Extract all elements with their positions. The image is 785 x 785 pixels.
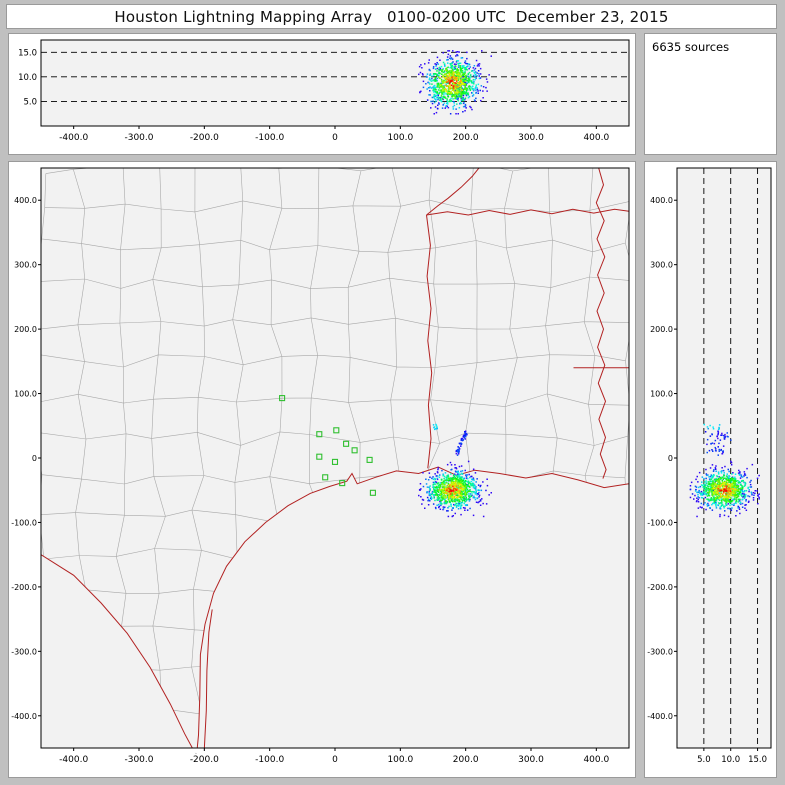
lightning-sources (418, 423, 492, 518)
svg-text:10.0: 10.0 (18, 73, 37, 83)
svg-text:15.0: 15.0 (748, 755, 767, 765)
svg-text:100.0: 100.0 (14, 390, 37, 399)
svg-text:0: 0 (332, 133, 338, 143)
svg-text:-300.0: -300.0 (124, 133, 153, 143)
svg-text:5.0: 5.0 (23, 97, 37, 107)
svg-text:-100.0: -100.0 (255, 755, 284, 765)
source-count-label: 6635 sources (652, 40, 730, 54)
svg-text:100.0: 100.0 (650, 390, 673, 399)
window-title: Houston Lightning Mapping Array 0100-020… (114, 7, 669, 26)
altitude-ew-panel: 5.0 10.0 15.0 -400.0 -300.0 -200.0 -100.0 0 100.… (8, 33, 636, 155)
altitude-ns-chart: 5.0 10.0 15.0 400.0 300.0 200.0 100.0 0 -100.0 -2… (647, 167, 772, 765)
plan-view-map-panel: -400.0 -300.0 -200.0 -100.0 0 100.0 200.0 300.0… (8, 161, 636, 778)
svg-text:-400.0: -400.0 (11, 712, 37, 721)
svg-text:200.0: 200.0 (453, 133, 479, 143)
svg-text:400.0: 400.0 (14, 196, 37, 205)
svg-text:-100.0: -100.0 (647, 518, 673, 527)
svg-text:-200.0: -200.0 (190, 133, 219, 143)
svg-text:200.0: 200.0 (453, 755, 479, 765)
svg-text:300.0: 300.0 (650, 261, 673, 270)
svg-text:-200.0: -200.0 (11, 583, 37, 592)
svg-text:0: 0 (332, 755, 338, 765)
svg-text:-200.0: -200.0 (647, 583, 673, 592)
svg-text:400.0: 400.0 (583, 133, 609, 143)
source-count-panel: 6635 sources (644, 33, 777, 155)
svg-text:5.0: 5.0 (697, 755, 711, 765)
svg-text:-400.0: -400.0 (59, 755, 88, 765)
svg-text:-100.0: -100.0 (11, 518, 37, 527)
svg-text:100.0: 100.0 (387, 133, 413, 143)
svg-text:-300.0: -300.0 (124, 755, 153, 765)
plan-view-map-chart: -400.0 -300.0 -200.0 -100.0 0 100.0 200.0 300.0… (11, 167, 630, 765)
svg-text:-300.0: -300.0 (11, 647, 37, 656)
svg-text:300.0: 300.0 (518, 755, 544, 765)
svg-text:0: 0 (32, 454, 37, 463)
altitude-ns-panel: 5.0 10.0 15.0 400.0 300.0 200.0 100.0 0 -100.0 -2… (644, 161, 777, 778)
svg-text:15.0: 15.0 (18, 48, 37, 58)
svg-text:400.0: 400.0 (650, 196, 673, 205)
svg-text:-400.0: -400.0 (59, 133, 88, 143)
svg-text:300.0: 300.0 (14, 261, 37, 270)
svg-text:-400.0: -400.0 (647, 712, 673, 721)
lightning-sources (418, 50, 492, 115)
svg-text:-200.0: -200.0 (190, 755, 219, 765)
svg-text:100.0: 100.0 (387, 755, 413, 765)
altitude-ew-chart: 5.0 10.0 15.0 -400.0 -300.0 -200.0 -100.0 0 100.… (18, 39, 630, 143)
lightning-sources (689, 423, 760, 518)
svg-text:200.0: 200.0 (14, 325, 37, 334)
svg-text:0: 0 (668, 454, 673, 463)
lma-stations (279, 395, 376, 496)
svg-text:400.0: 400.0 (583, 755, 609, 765)
title-bar: Houston Lightning Mapping Array 0100-020… (6, 4, 777, 29)
svg-text:-300.0: -300.0 (647, 647, 673, 656)
svg-text:10.0: 10.0 (721, 755, 740, 765)
svg-text:-100.0: -100.0 (255, 133, 284, 143)
state-borders (41, 168, 629, 748)
svg-text:300.0: 300.0 (518, 133, 544, 143)
svg-text:200.0: 200.0 (650, 325, 673, 334)
